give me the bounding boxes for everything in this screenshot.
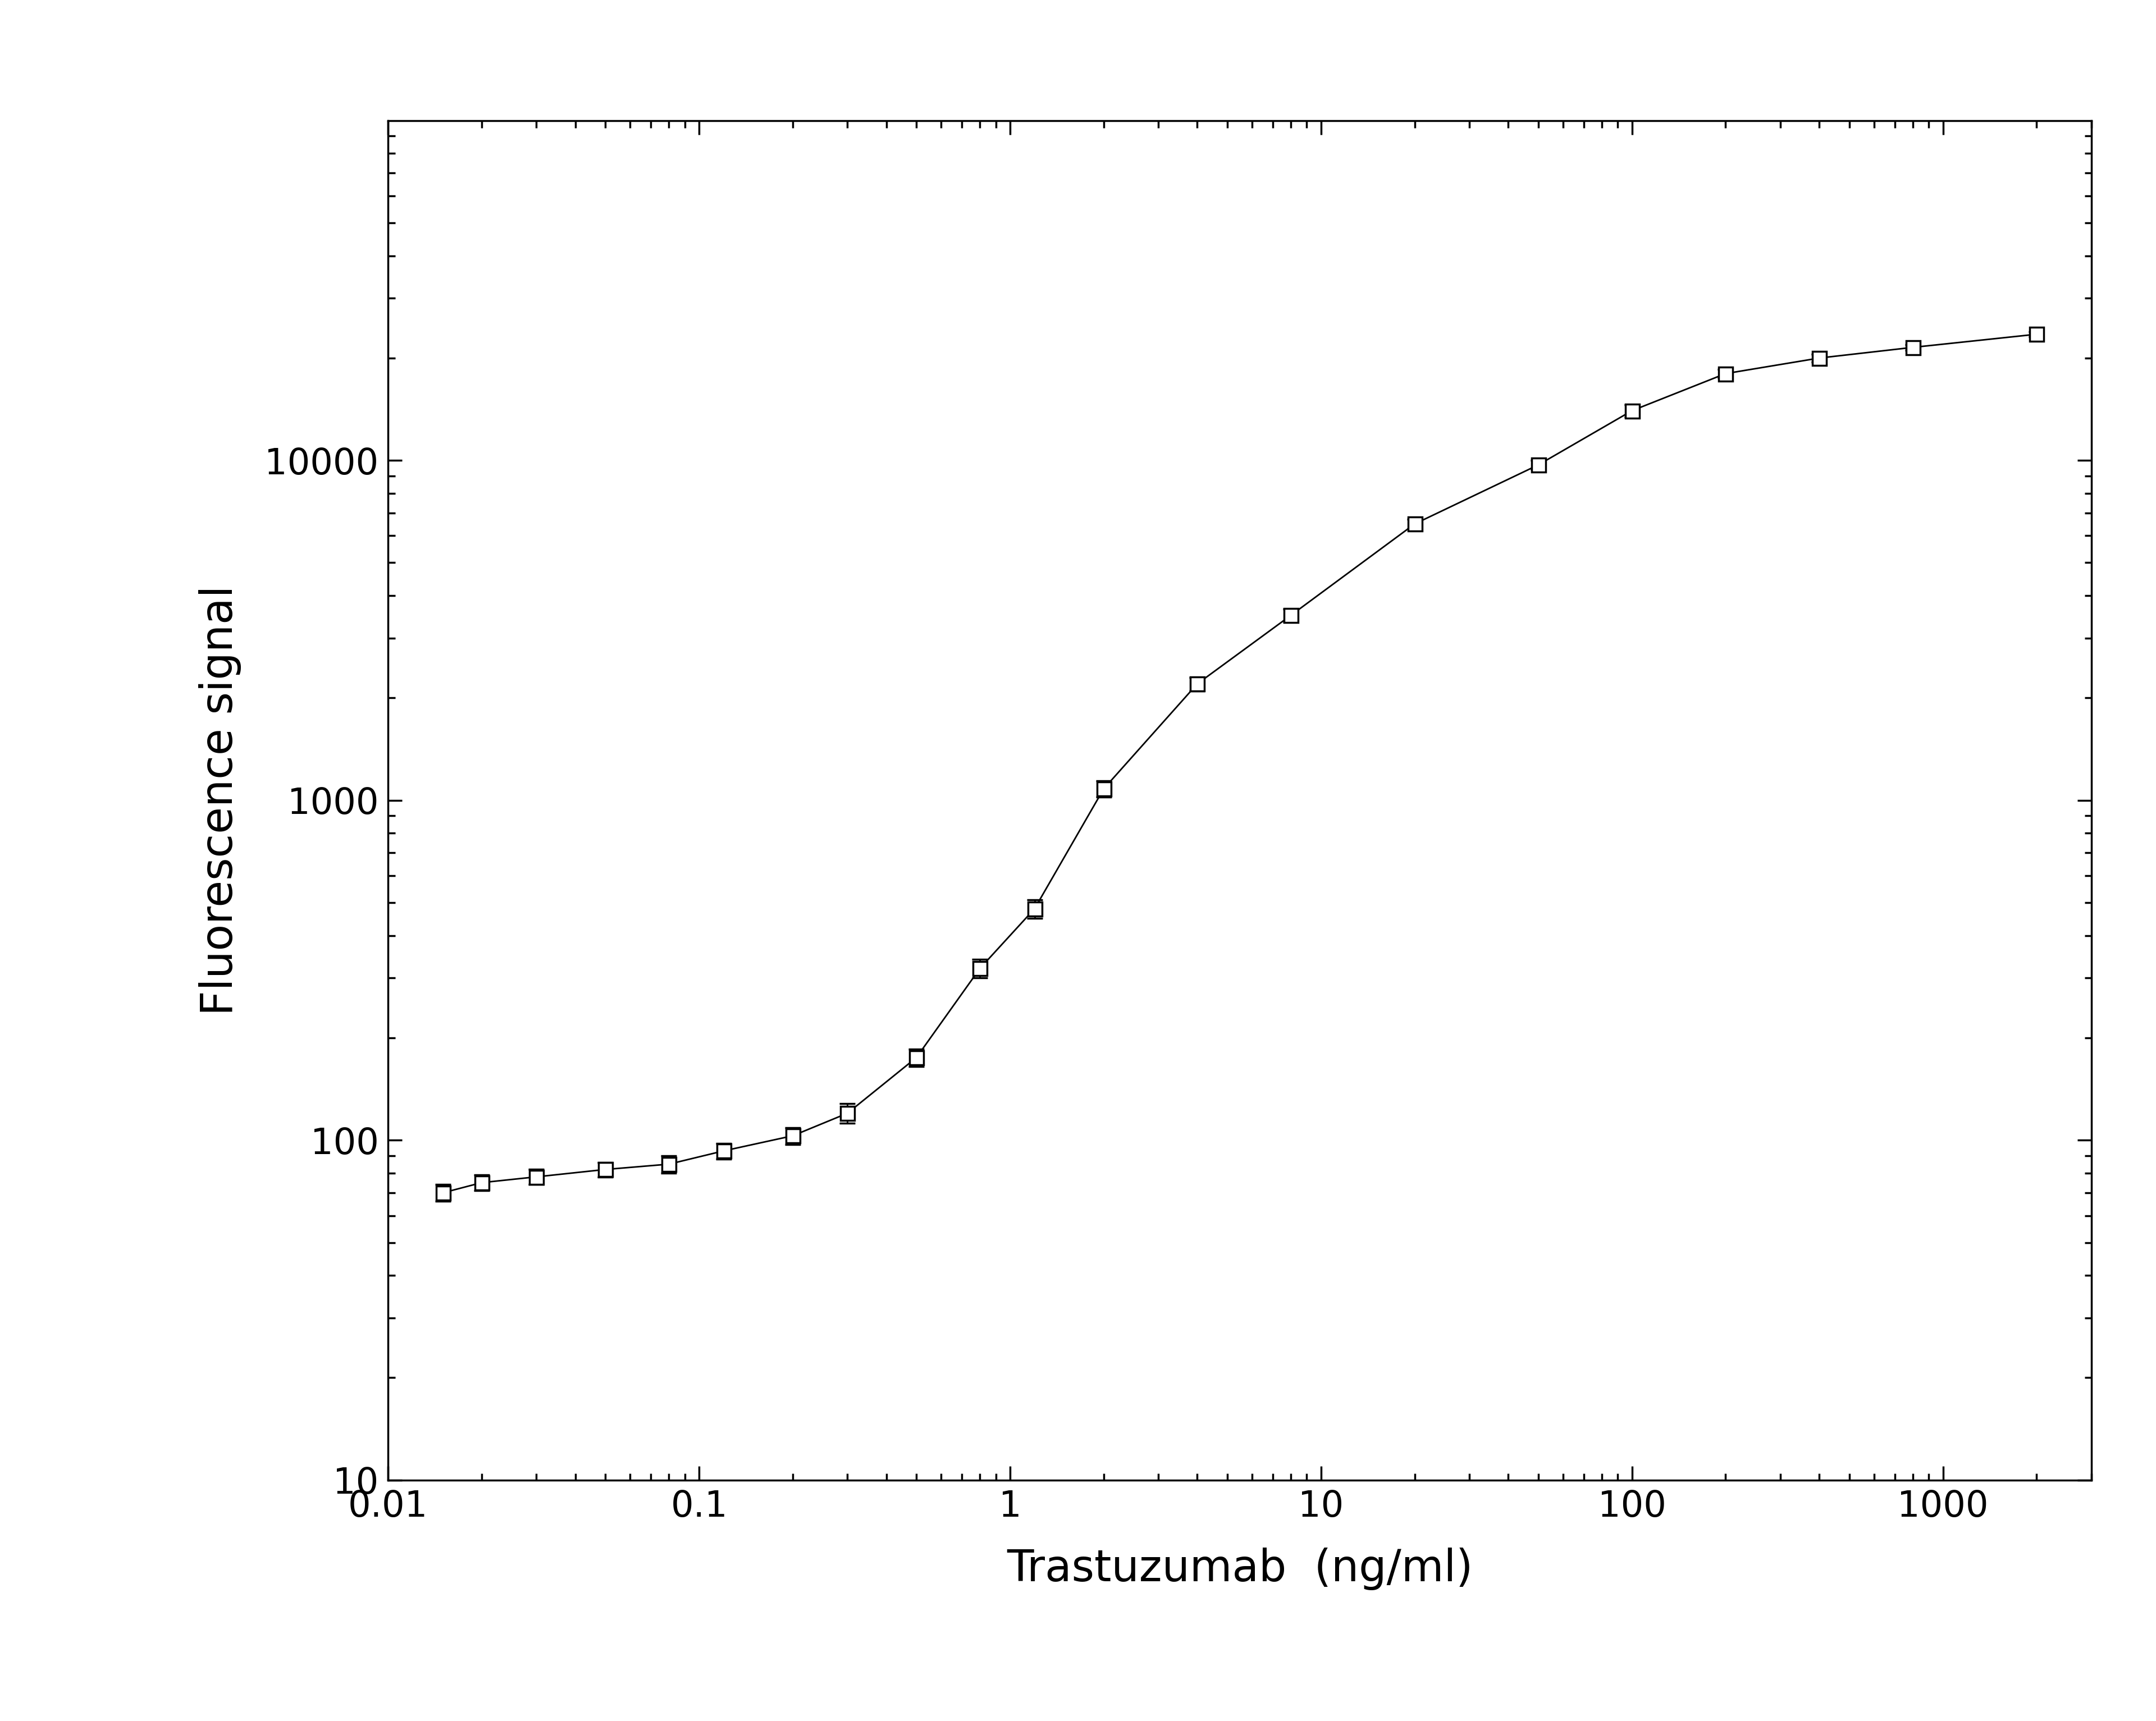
X-axis label: Trastuzumab  (ng/ml): Trastuzumab (ng/ml) <box>1007 1547 1473 1590</box>
Y-axis label: Fluorescence signal: Fluorescence signal <box>198 585 241 1015</box>
